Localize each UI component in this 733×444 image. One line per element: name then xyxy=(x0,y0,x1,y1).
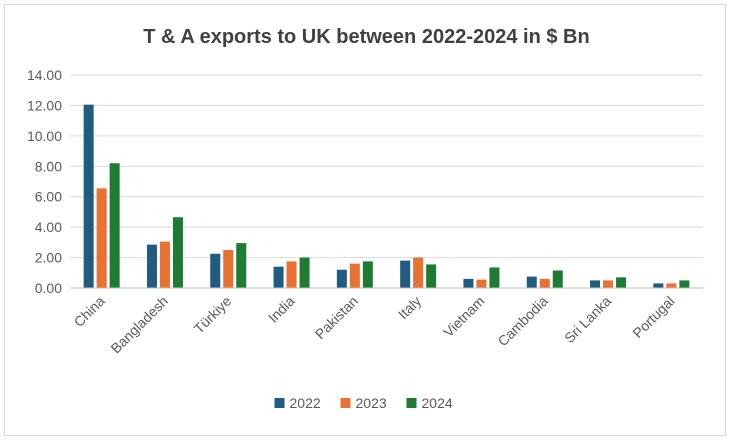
bar-2022-bangladesh xyxy=(146,244,157,288)
bar-2023-china xyxy=(96,188,107,288)
bar-2024-sri-lanka xyxy=(616,277,627,288)
bar-2024-bangladesh xyxy=(172,217,183,288)
bar-2022-pakistan xyxy=(336,269,347,288)
bar-2023-sri-lanka xyxy=(603,280,614,288)
bar-2024-türkiye xyxy=(236,243,247,288)
y-tick-label: 4.00 xyxy=(35,219,62,235)
bar-2024-china xyxy=(109,163,120,288)
legend-swatch-2024 xyxy=(406,398,417,408)
legend-label: 2024 xyxy=(422,395,453,411)
bar-2022-italy xyxy=(400,260,411,288)
bar-2022-cambodia xyxy=(526,276,537,288)
legend-label: 2022 xyxy=(290,395,321,411)
x-category-label: Sri Lanka xyxy=(561,293,614,346)
bar-2022-india xyxy=(273,266,284,288)
y-tick-label: 12.00 xyxy=(27,97,62,113)
x-category-label: Vietnam xyxy=(440,293,487,340)
bar-2023-cambodia xyxy=(539,278,550,288)
x-category-label: India xyxy=(265,293,298,326)
y-tick-label: 0.00 xyxy=(35,280,62,296)
bar-2022-china xyxy=(83,104,94,289)
legend-swatch-2023 xyxy=(340,398,351,408)
bar-2024-pakistan xyxy=(362,261,373,288)
x-category-label: China xyxy=(71,293,108,330)
bar-2022-portugal xyxy=(653,283,664,288)
bar-2023-portugal xyxy=(666,283,677,288)
bar-2024-vietnam xyxy=(489,267,500,288)
bars xyxy=(83,104,690,289)
bar-2024-italy xyxy=(426,264,437,288)
x-category-label: Italy xyxy=(395,293,424,322)
x-category-label: Cambodia xyxy=(494,293,551,350)
bar-2023-bangladesh xyxy=(159,241,170,288)
x-category-label: Türkiye xyxy=(191,293,235,337)
y-tick-label: 6.00 xyxy=(35,189,62,205)
y-tick-label: 2.00 xyxy=(35,250,62,266)
y-axis-ticks: 0.00 2.00 4.00 6.00 8.00 10.00 12.00 14.00 xyxy=(27,67,62,296)
y-tick-label: 10.00 xyxy=(27,128,62,144)
bar-2023-italy xyxy=(413,257,424,288)
bar-2024-portugal xyxy=(679,280,690,288)
y-tick-label: 8.00 xyxy=(35,158,62,174)
y-tick-label: 14.00 xyxy=(27,67,62,83)
bar-2024-india xyxy=(299,257,310,288)
bar-2023-india xyxy=(286,261,297,288)
bar-2022-sri-lanka xyxy=(590,280,601,288)
chart-title: T & A exports to UK between 2022-2024 in… xyxy=(143,26,590,48)
bar-2023-vietnam xyxy=(476,279,487,288)
chart-frame xyxy=(4,4,726,436)
legend-label: 2023 xyxy=(356,395,387,411)
legend-swatch-2022 xyxy=(274,398,285,408)
bar-2022-türkiye xyxy=(210,253,221,288)
gridlines xyxy=(70,74,703,289)
x-axis-categories: China Bangladesh Türkiye India Pakistan Italy… xyxy=(71,293,678,357)
bar-2022-vietnam xyxy=(463,278,474,288)
bar-2023-türkiye xyxy=(223,249,234,288)
x-category-label: Portugal xyxy=(629,293,677,341)
bar-2024-cambodia xyxy=(552,270,563,288)
x-category-label: Bangladesh xyxy=(107,293,171,357)
x-category-label: Pakistan xyxy=(312,293,361,342)
legend: 2022 2023 2024 xyxy=(274,395,453,411)
bar-2023-pakistan xyxy=(349,263,360,288)
